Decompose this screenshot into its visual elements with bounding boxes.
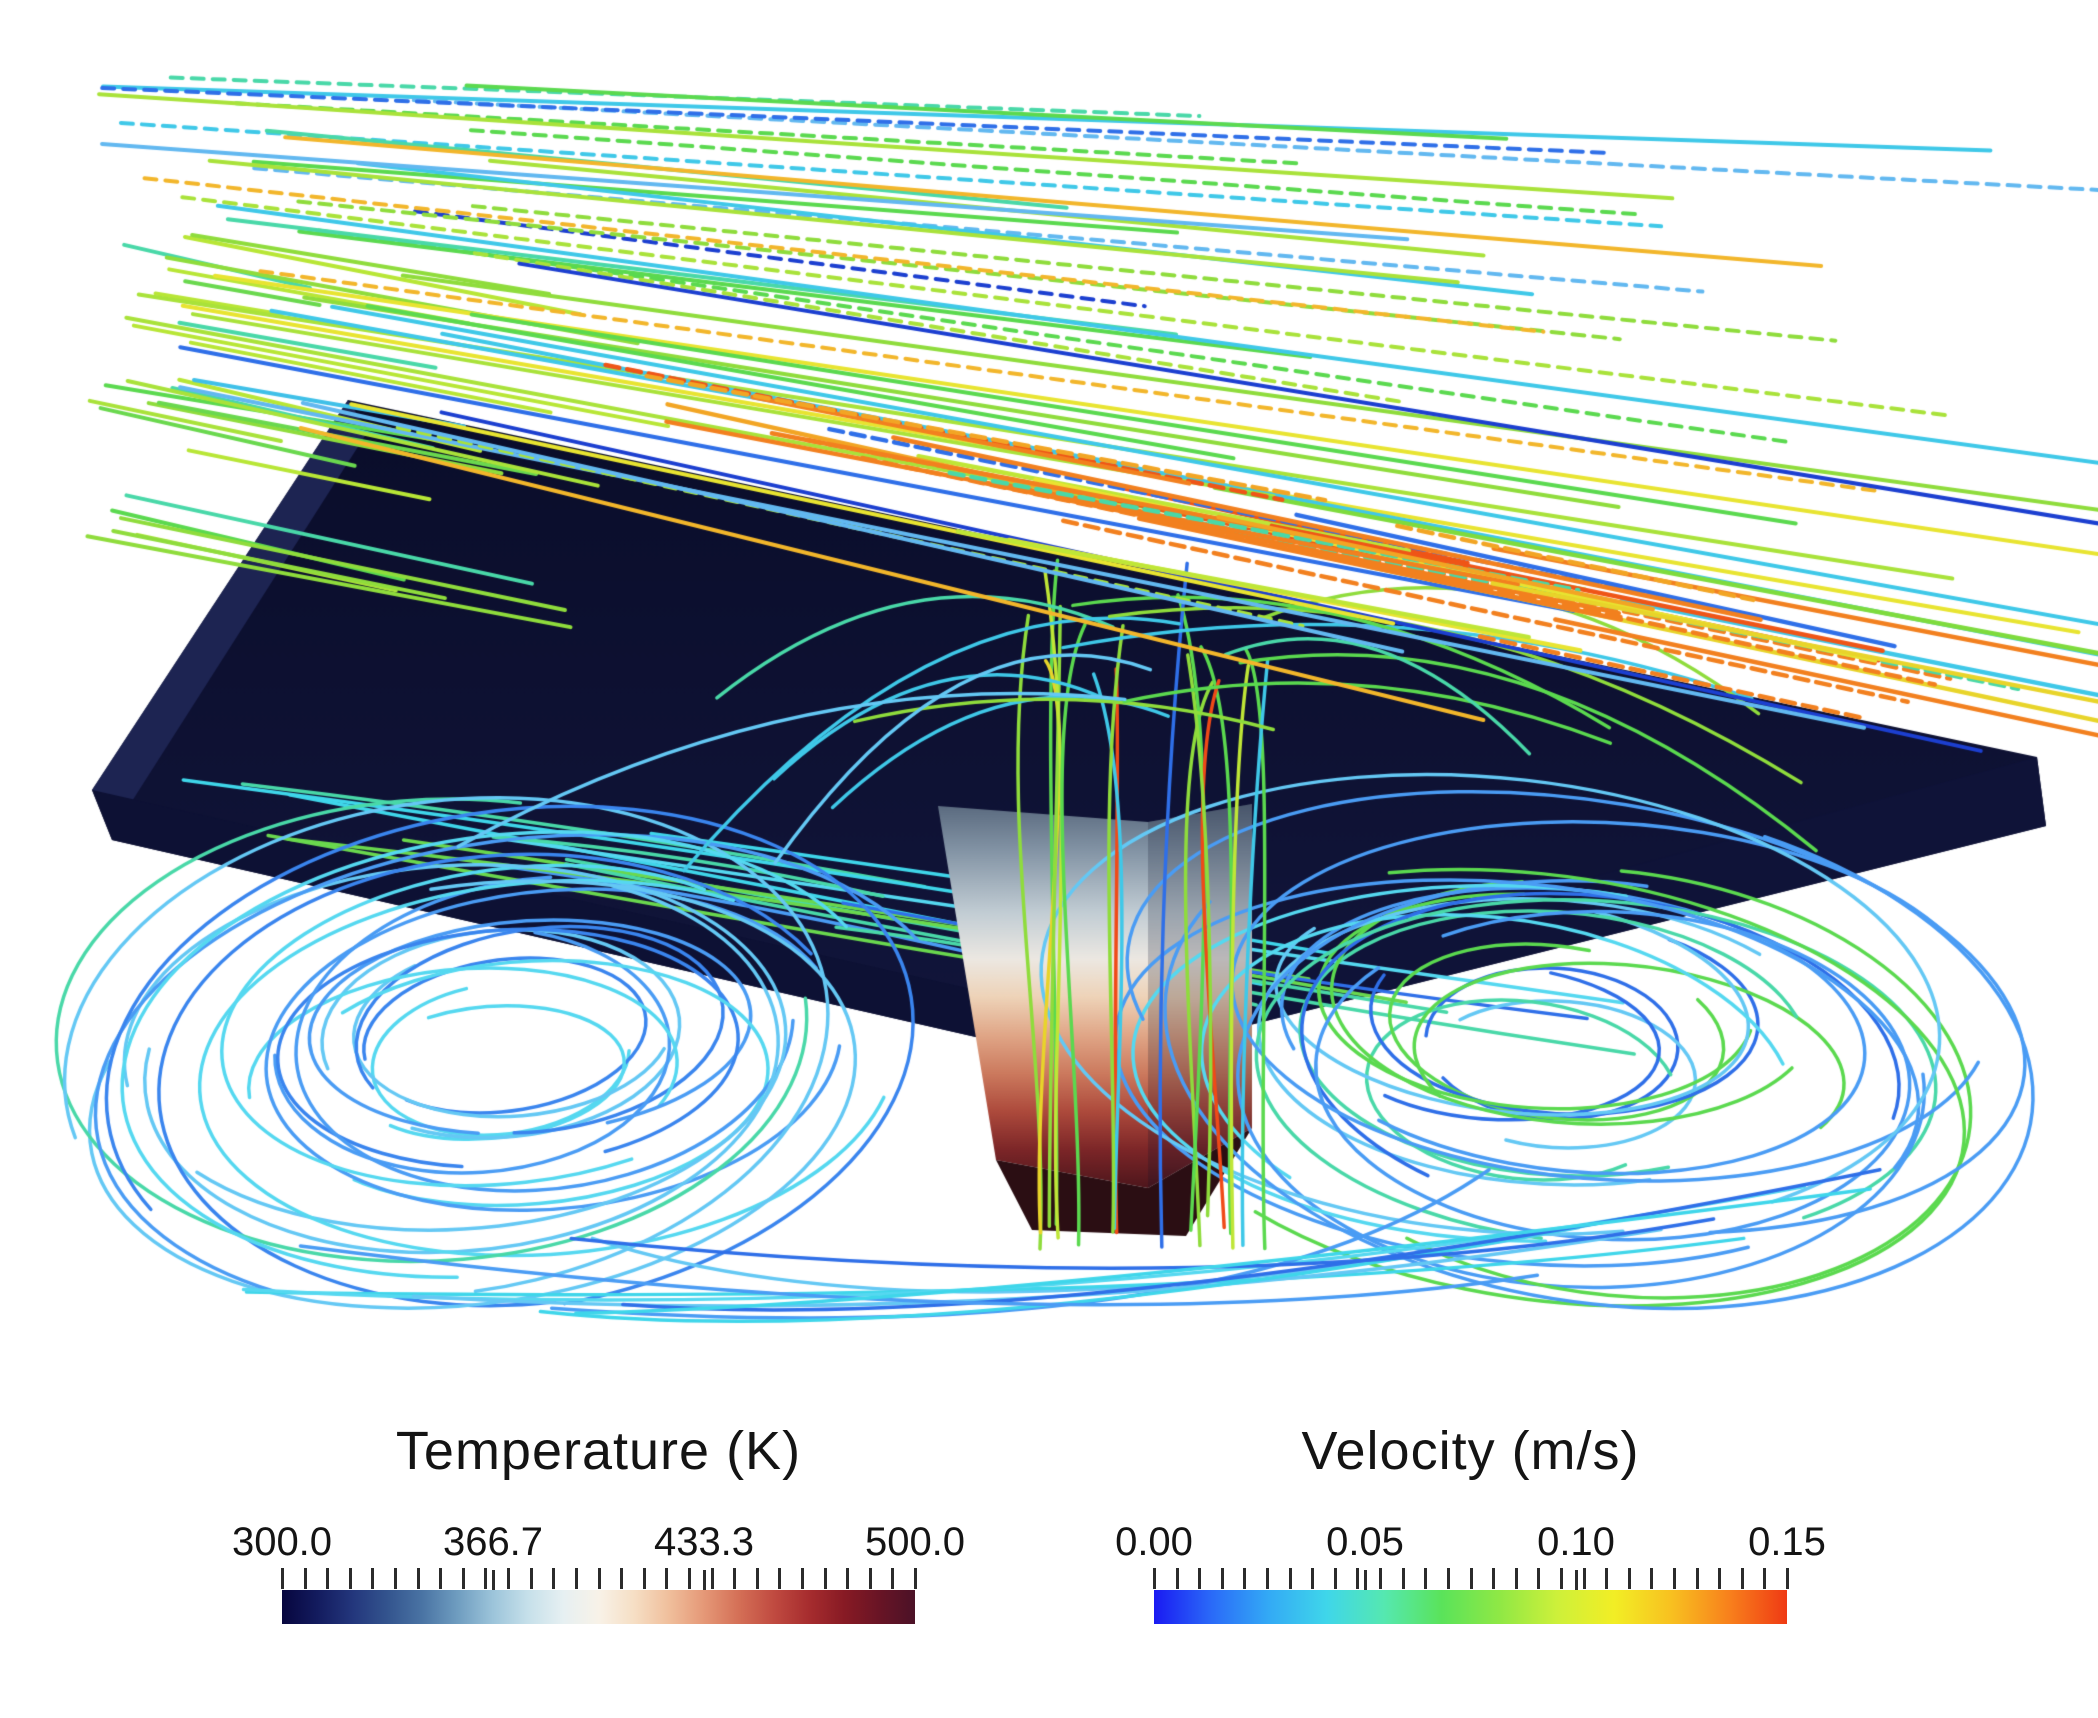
colorbar-tick-label: 0.05 <box>1326 1520 1404 1564</box>
colorbar-minor-tick <box>868 1568 872 1589</box>
colorbar-tick-label: 500.0 <box>864 1520 966 1564</box>
colorbar-minor-tick <box>733 1568 737 1589</box>
colorbar-minor-tick <box>755 1568 759 1589</box>
colorbar-tick-label: 0.15 <box>1748 1520 1826 1564</box>
colorbar-minor-tick <box>303 1568 307 1589</box>
colorbar-tick-label: 366.7 <box>442 1520 544 1564</box>
colorbar-minor-tick <box>484 1568 488 1589</box>
colorbar-minor-tick <box>371 1568 375 1589</box>
colorbar-minor-tick <box>1537 1568 1541 1589</box>
colorbar-minor-tick <box>1786 1568 1789 1589</box>
colorbar-minor-tick <box>1627 1568 1631 1589</box>
velocity-legend: Velocity (m/s) 0.00 0.05 0.10 0.15 <box>1115 1420 1826 1630</box>
colorbar-minor-tick <box>1356 1568 1360 1589</box>
colorbar-minor-tick <box>1469 1568 1473 1589</box>
colorbar-minor-tick <box>1718 1568 1722 1589</box>
colorbar-minor-tick <box>281 1568 284 1589</box>
temperature-legend-ticks <box>281 1568 917 1608</box>
colorbar-major-tick <box>1575 1570 1579 1604</box>
colorbar-minor-tick <box>552 1568 556 1589</box>
velocity-legend-title: Velocity (m/s) <box>1301 1421 1640 1481</box>
colorbar-minor-tick <box>1559 1568 1563 1589</box>
colorbar-minor-tick <box>846 1568 850 1589</box>
colorbar-minor-tick <box>1446 1568 1450 1589</box>
colorbar-minor-tick <box>1672 1568 1676 1589</box>
colorbar-minor-tick <box>1333 1568 1337 1589</box>
colorbar-minor-tick <box>823 1568 827 1589</box>
colorbar-tick-label: 433.3 <box>653 1520 755 1564</box>
temperature-legend: Temperature (K) 300.0 366.7 433.3 500.0 <box>232 1420 965 1630</box>
colorbar-minor-tick <box>1763 1568 1767 1589</box>
colorbar-minor-tick <box>1401 1568 1405 1589</box>
colorbar-major-tick <box>703 1570 707 1604</box>
colorbar-minor-tick <box>1175 1568 1179 1589</box>
colorbar-minor-tick <box>1266 1568 1270 1589</box>
colorbar-minor-tick <box>326 1568 330 1589</box>
colorbar-minor-tick <box>597 1568 601 1589</box>
colorbar-tick-label: 0.10 <box>1537 1520 1615 1564</box>
velocity-colorbar <box>1154 1590 1787 1624</box>
colorbar-minor-tick <box>416 1568 420 1589</box>
colorbar-minor-tick <box>914 1568 917 1589</box>
colorbar-minor-tick <box>394 1568 398 1589</box>
colorbar-minor-tick <box>800 1568 804 1589</box>
colorbar-minor-tick <box>507 1568 511 1589</box>
colorbar-minor-tick <box>620 1568 624 1589</box>
colorbar-minor-tick <box>1220 1568 1224 1589</box>
colorbar-minor-tick <box>1243 1568 1247 1589</box>
colorbar-tick-label: 300.0 <box>231 1520 333 1564</box>
colorbar-major-tick <box>491 1570 495 1604</box>
colorbar-minor-tick <box>687 1568 691 1589</box>
colorbar-major-tick <box>1363 1570 1367 1604</box>
colorbar-minor-tick <box>1650 1568 1654 1589</box>
colorbar-minor-tick <box>1492 1568 1496 1589</box>
colorbar-minor-tick <box>348 1568 352 1589</box>
colorbar-minor-tick <box>710 1568 714 1589</box>
colorbar-minor-tick <box>1605 1568 1609 1589</box>
colorbar-tick-label: 0.00 <box>1115 1520 1193 1564</box>
colorbar-minor-tick <box>778 1568 782 1589</box>
colorbar-minor-tick <box>439 1568 443 1589</box>
colorbar-minor-tick <box>1379 1568 1383 1589</box>
colorbar-minor-tick <box>1153 1568 1156 1589</box>
colorbar-minor-tick <box>665 1568 669 1589</box>
colorbar-minor-tick <box>574 1568 578 1589</box>
colorbar-minor-tick <box>1695 1568 1699 1589</box>
temperature-colorbar <box>282 1590 915 1624</box>
colorbar-minor-tick <box>642 1568 646 1589</box>
colorbar-minor-tick <box>529 1568 533 1589</box>
velocity-legend-labels: 0.00 0.05 0.10 0.15 <box>1115 1520 1826 1566</box>
colorbar-minor-tick <box>1582 1568 1586 1589</box>
colorbar-minor-tick <box>1288 1568 1292 1589</box>
temperature-legend-title: Temperature (K) <box>395 1421 802 1481</box>
colorbar-minor-tick <box>461 1568 465 1589</box>
colorbar-minor-tick <box>1514 1568 1518 1589</box>
colorbar-minor-tick <box>1424 1568 1428 1589</box>
colorbar-minor-tick <box>1198 1568 1202 1589</box>
colorbar-minor-tick <box>891 1568 895 1589</box>
velocity-legend-ticks <box>1153 1568 1789 1608</box>
temperature-legend-labels: 300.0 366.7 433.3 500.0 <box>232 1520 965 1566</box>
colorbar-minor-tick <box>1311 1568 1315 1589</box>
colorbar-minor-tick <box>1740 1568 1744 1589</box>
